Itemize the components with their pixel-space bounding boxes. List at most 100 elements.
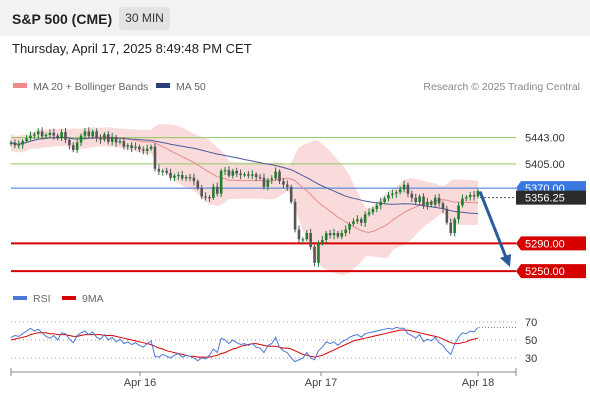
- candle-body: [441, 203, 445, 209]
- candle-body: [91, 131, 95, 137]
- candle-body: [305, 233, 309, 240]
- candle-body: [433, 197, 437, 205]
- candle-body: [465, 197, 468, 199]
- candle-body: [122, 141, 126, 147]
- rsi-legend: RSI 9MA: [13, 293, 104, 305]
- candle-body: [134, 146, 137, 149]
- rsi-ma-legend-label: 9MA: [82, 293, 104, 305]
- candle-body: [126, 145, 130, 147]
- candle-body: [461, 198, 464, 206]
- candle-body: [468, 195, 472, 198]
- candle-body: [188, 177, 192, 179]
- candle-body: [130, 145, 133, 149]
- candle-body: [200, 188, 203, 197]
- candle-body: [192, 177, 196, 182]
- candle-body: [52, 132, 56, 136]
- forecast-arrow-shaft: [478, 191, 509, 261]
- price-legend: MA 20 + Bollinger Bands MA 50 Research ©…: [13, 81, 580, 93]
- chart-header: [0, 0, 590, 36]
- candle-body: [87, 131, 91, 137]
- candle-body: [184, 177, 188, 179]
- candle-body: [383, 198, 386, 202]
- candle-body: [180, 174, 184, 179]
- candle-body: [406, 184, 410, 194]
- candle-body: [340, 233, 344, 237]
- level-label-5405.00: 5405.00: [525, 159, 565, 171]
- candle-body: [359, 219, 363, 223]
- candle-body: [25, 138, 28, 142]
- rsi-legend-label: RSI: [33, 293, 51, 305]
- candle-body: [64, 132, 67, 140]
- candle-body: [453, 219, 456, 234]
- candle-body: [60, 132, 63, 139]
- candle-body: [258, 177, 262, 179]
- candle-body: [17, 144, 21, 146]
- candle-body: [328, 233, 332, 236]
- candle-body: [169, 172, 172, 178]
- last-price-label: 5356.25: [525, 193, 565, 205]
- candle-body: [336, 233, 340, 237]
- candle-body: [270, 178, 274, 180]
- candle-body: [223, 170, 227, 172]
- candle-body: [472, 195, 476, 197]
- candle-body: [118, 141, 122, 143]
- candle-body: [301, 239, 305, 241]
- candle-body: [71, 145, 75, 151]
- candle-body: [99, 138, 102, 140]
- candle-body: [293, 201, 297, 230]
- candle-body: [445, 208, 449, 223]
- candle-body: [457, 205, 460, 220]
- candle-body: [297, 229, 301, 240]
- rsi-legend-swatch: [13, 296, 27, 300]
- candle-body: [44, 134, 48, 137]
- rsi-tick-30: 30: [525, 353, 537, 365]
- time-axis: Apr 16 Apr 17 Apr 18: [10, 368, 517, 389]
- candle-body: [352, 221, 355, 225]
- candle-body: [379, 201, 383, 206]
- candle-body: [437, 197, 441, 204]
- candle-body: [165, 170, 168, 173]
- candle-body: [363, 214, 367, 223]
- candle-body: [309, 233, 312, 247]
- rsi-tick-50: 50: [525, 335, 537, 347]
- candle-body: [426, 201, 429, 206]
- candle-body: [29, 135, 32, 139]
- datetime-label: Thursday, April 17, 2025 8:49:48 PM CET: [12, 41, 252, 56]
- candle-body: [332, 233, 336, 236]
- time-tick-label: Apr 18: [462, 377, 494, 389]
- candle-body: [106, 134, 110, 142]
- candle-body: [56, 135, 59, 139]
- candle-body: [138, 146, 141, 150]
- forecast-arrow-head: [500, 253, 511, 267]
- level-label-5443.00: 5443.00: [525, 133, 565, 145]
- candle-body: [402, 184, 406, 190]
- candle-body: [387, 195, 390, 199]
- candle-body: [68, 139, 71, 146]
- candle-body: [391, 193, 394, 196]
- candle-body: [110, 136, 114, 142]
- candle-body: [153, 146, 157, 169]
- candle-body: [149, 146, 153, 149]
- candle-body: [262, 177, 266, 187]
- candle-body: [145, 148, 149, 151]
- level-label-5290.00: 5290.00: [525, 238, 565, 250]
- candle-body: [103, 134, 106, 140]
- time-tick-label: Apr 16: [124, 377, 156, 389]
- candle-body: [40, 131, 44, 137]
- candle-body: [235, 170, 239, 174]
- candle-body: [266, 179, 270, 187]
- time-tick-label: Apr 17: [305, 377, 337, 389]
- candle-body: [36, 131, 40, 135]
- candle-body: [227, 170, 231, 176]
- candle-body: [247, 174, 250, 176]
- rsi-panel: 70 50 30: [10, 317, 537, 365]
- candle-body: [21, 141, 24, 145]
- rsi-line: [10, 326, 479, 363]
- candle-body: [204, 196, 207, 198]
- candle-body: [414, 197, 418, 202]
- timeframe-button[interactable]: 30 MIN: [119, 7, 170, 30]
- candle-body: [449, 222, 453, 234]
- credit-label: Research © 2025 Trading Central: [423, 81, 580, 93]
- candle-body: [398, 189, 402, 193]
